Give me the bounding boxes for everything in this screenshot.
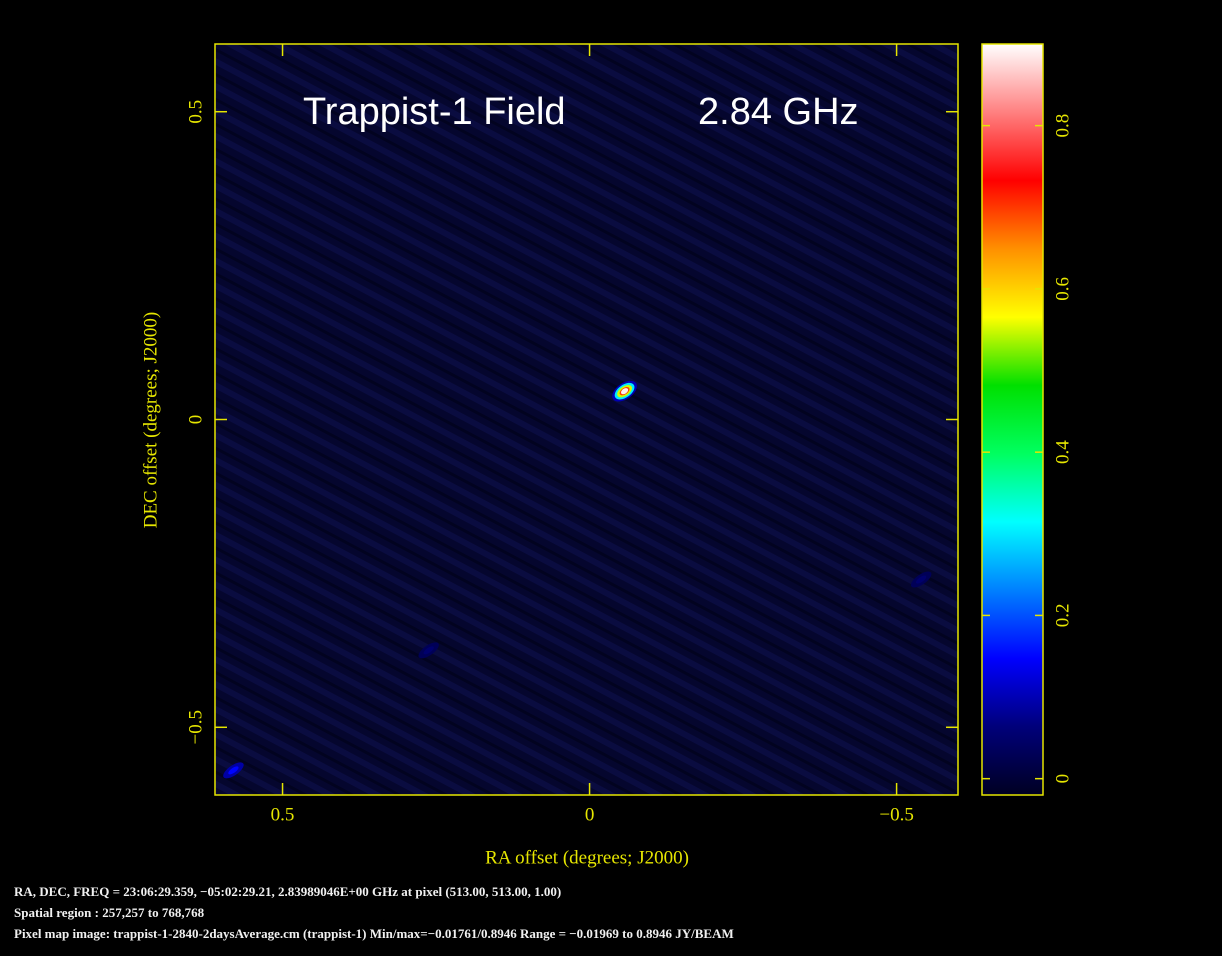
source-peak [916,575,927,584]
colorbar [981,43,1044,796]
source [223,762,244,779]
source [910,571,932,588]
colorbar-tick-label: 0.6 [1052,277,1073,301]
image-area [215,44,958,795]
status-line: Spatial region : 257,257 to 768,768 [14,905,205,920]
x-tick-label: −0.5 [879,804,913,825]
source-peak [620,388,629,395]
annotation: Trappist-1 Field [303,91,566,133]
source [612,380,637,402]
y-tick-label: 0.5 [185,100,206,124]
source-peak [423,646,434,655]
colorbar-tick-label: 0.8 [1052,114,1073,138]
source-peak [228,766,239,775]
status-line: RA, DEC, FREQ = 23:06:29.359, −05:02:29.… [14,884,561,899]
x-tick-label: 0 [585,804,595,825]
y-tick-label: 0 [185,415,206,425]
colorbar-tick-label: 0.4 [1052,440,1073,464]
annotation: 2.84 GHz [698,91,859,133]
x-tick-label: 0.5 [271,804,295,825]
colorbar-tick-label: 0 [1052,774,1073,784]
status-line: Pixel map image: trappist-1-2840-2daysAv… [14,926,734,941]
colorbar-tick-label: 0.2 [1052,604,1073,628]
y-axis-label: DEC offset (degrees; J2000) [140,312,161,529]
source [418,642,439,659]
y-tick-label: −0.5 [185,710,206,744]
x-axis-label: RA offset (degrees; J2000) [485,847,689,868]
